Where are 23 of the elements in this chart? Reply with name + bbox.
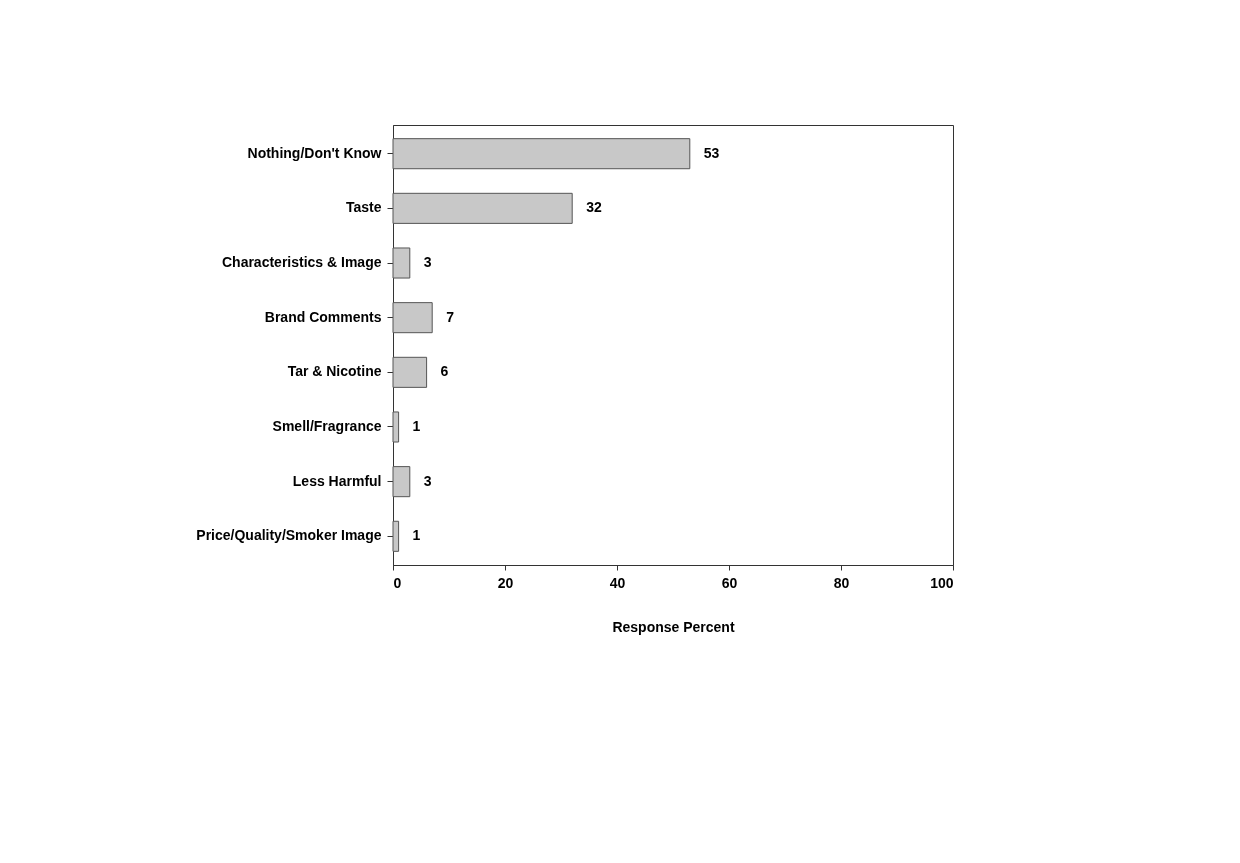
y-tick-label: Price/Quality/Smoker Image <box>196 527 382 544</box>
x-tick-label: 80 <box>833 574 850 591</box>
data-label: 7 <box>446 308 455 325</box>
x-tick-label: 0 <box>393 574 402 591</box>
x-axis-title: Response Percent <box>612 618 735 635</box>
x-tick-label: 100 <box>930 574 954 591</box>
x-tick-label: 60 <box>721 574 738 591</box>
y-tick-label: Smell/Fragrance <box>272 417 382 434</box>
y-tick-label: Brand Comments <box>264 308 382 325</box>
data-label: 6 <box>440 363 449 380</box>
y-tick-label: Taste <box>345 199 382 216</box>
data-label: 1 <box>412 417 421 434</box>
y-tick-label: Tar & Nicotine <box>287 363 382 380</box>
y-tick-label: Nothing/Don't Know <box>247 144 382 161</box>
x-tick-label: 20 <box>497 574 514 591</box>
data-label: 3 <box>423 254 432 271</box>
x-tick-label: 40 <box>609 574 626 591</box>
data-label: 53 <box>703 144 720 161</box>
y-tick-label: Less Harmful <box>292 472 382 489</box>
data-label: 3 <box>423 472 432 489</box>
data-label: 1 <box>412 527 421 544</box>
data-label: 32 <box>586 199 602 216</box>
y-tick-label: Characteristics & Image <box>221 254 382 271</box>
